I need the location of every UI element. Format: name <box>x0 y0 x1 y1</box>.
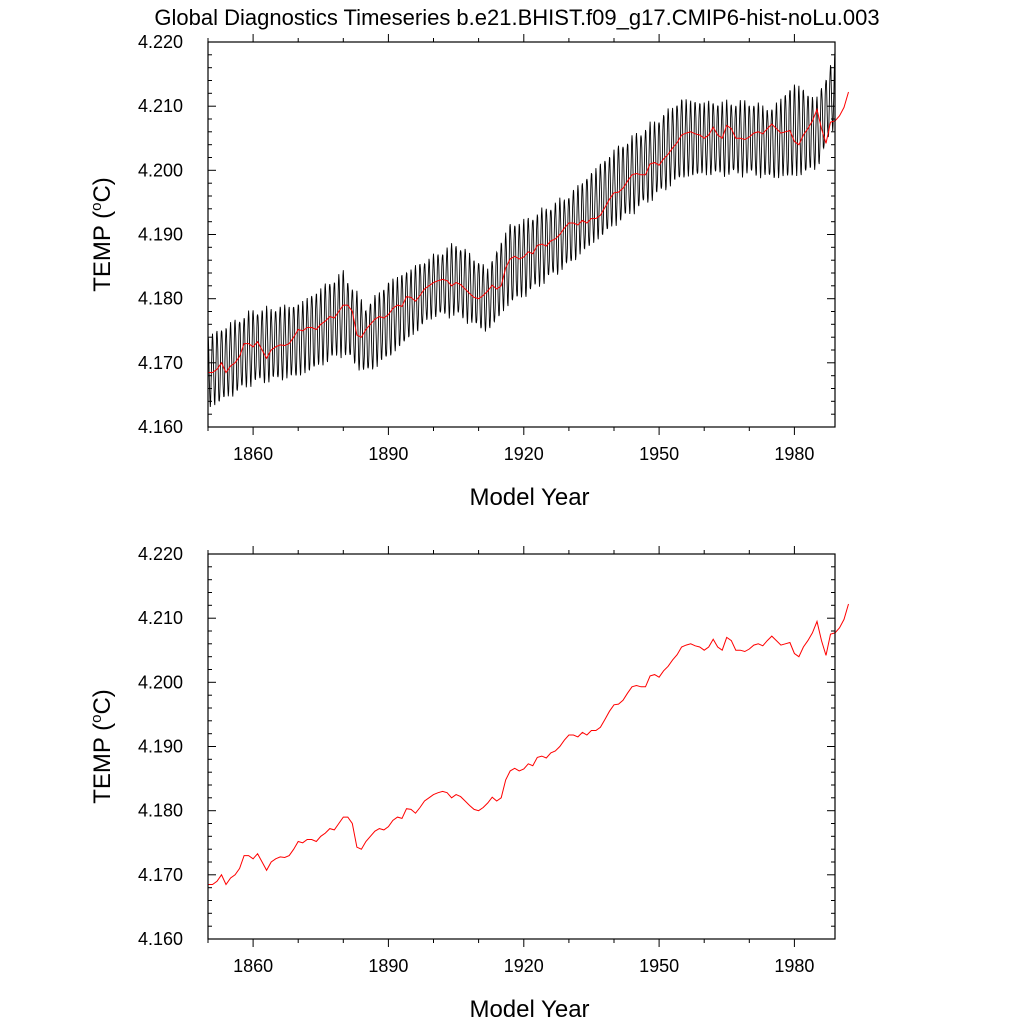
x-tick-label: 1860 <box>233 444 273 464</box>
x-tick-label: 1950 <box>639 444 679 464</box>
y-tick-label: 4.190 <box>138 225 183 245</box>
x-tick-label: 1950 <box>639 956 679 976</box>
x-tick-label: 1860 <box>233 956 273 976</box>
plot-frame <box>207 553 836 940</box>
plot-frame <box>207 41 836 428</box>
y-tick-label: 4.160 <box>138 417 183 437</box>
y-axis-label-sup: o <box>88 203 105 211</box>
tick-marks <box>207 34 835 435</box>
y-axis-label: TEMP (oC) <box>88 177 116 292</box>
y-tick-label: 4.160 <box>138 929 183 949</box>
x-axis-label: Model Year <box>469 996 589 1023</box>
y-tick-label: 4.210 <box>138 96 183 116</box>
y-tick-label: 4.190 <box>138 737 183 757</box>
x-tick-label: 1920 <box>504 956 544 976</box>
annual-mean-line <box>208 91 849 374</box>
series-group <box>207 50 849 408</box>
y-tick-label: 4.200 <box>138 160 183 180</box>
x-tick-label: 1920 <box>504 444 544 464</box>
y-axis-label: TEMP (oC) <box>88 689 116 804</box>
x-tick-label: 1980 <box>774 956 814 976</box>
y-axis-label-main: TEMP ( <box>89 211 116 292</box>
series-group <box>208 603 849 886</box>
x-tick-label: 1890 <box>368 956 408 976</box>
figure-title: Global Diagnostics Timeseries b.e21.BHIS… <box>154 5 879 30</box>
x-tick-label: 1890 <box>368 444 408 464</box>
y-tick-label: 4.180 <box>138 289 183 309</box>
y-tick-label: 4.220 <box>138 32 183 52</box>
tick-marks <box>207 546 835 947</box>
x-axis-label: Model Year <box>469 484 589 511</box>
y-axis-label-tail: C) <box>89 689 116 714</box>
y-tick-label: 4.200 <box>138 672 183 692</box>
y-tick-label: 4.210 <box>138 608 183 628</box>
y-tick-label: 4.170 <box>138 865 183 885</box>
y-axis-label-main: TEMP ( <box>89 723 116 804</box>
y-axis-label-tail: C) <box>89 177 116 202</box>
bottom-chart-panel: 4.160 4.170 4.180 4.190 4.200 4.210 4.220 1860 1… <box>88 544 849 1023</box>
y-tick-label: 4.180 <box>138 801 183 821</box>
x-tick-label: 1980 <box>774 444 814 464</box>
monthly-temp-line <box>207 50 836 408</box>
y-axis-label-sup: o <box>88 715 105 723</box>
y-tick-label: 4.170 <box>138 353 183 373</box>
y-tick-label: 4.220 <box>138 544 183 564</box>
annual-mean-line <box>208 603 849 886</box>
top-chart-panel: 4.160 4.170 4.180 4.190 4.200 4.210 4.220 1860 1… <box>88 32 849 511</box>
